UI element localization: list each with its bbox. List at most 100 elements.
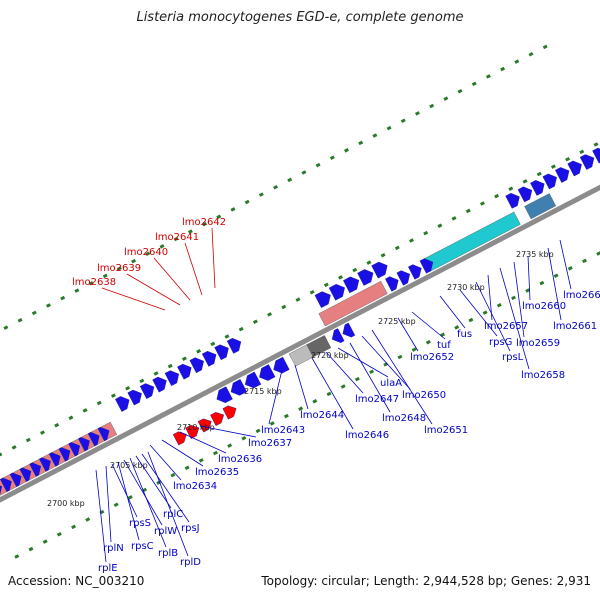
tick-mark <box>283 413 289 419</box>
gene-label: lmo2634 <box>173 481 217 492</box>
gene-arrow <box>226 337 242 354</box>
gene-label: rpsJ <box>181 523 200 534</box>
tick-mark <box>267 312 273 317</box>
leader-line <box>268 369 283 425</box>
highlight-gene-arrow <box>210 412 225 426</box>
tick-mark <box>423 230 429 236</box>
gene-arrow <box>371 261 388 279</box>
gene-arrow <box>530 180 545 196</box>
tick-mark <box>508 186 514 192</box>
gene-arrow-reverse <box>331 328 345 343</box>
tick-mark <box>579 149 585 155</box>
gene-arrow <box>579 154 595 170</box>
leader-line <box>361 335 411 390</box>
gene-arrow-reverse <box>244 371 262 389</box>
tick-mark <box>241 435 247 441</box>
tick-mark <box>113 502 119 507</box>
tick-mark <box>181 356 187 361</box>
gene-arrow <box>328 283 345 301</box>
leader-line-highlight <box>184 242 203 296</box>
scale-labels: 2700 kbp 2705 kbp 2710 kbp 2715 kbp 2720 kbp… <box>47 250 554 508</box>
leader-line <box>129 457 167 548</box>
gene-label: rplN <box>103 543 124 554</box>
gene-arrow <box>9 472 22 487</box>
tick-mark <box>386 125 392 131</box>
tick-mark <box>153 371 159 376</box>
tick-mark <box>414 111 420 116</box>
gene-arrow <box>39 457 51 472</box>
tick-mark <box>451 216 457 221</box>
gene-arrow <box>19 467 32 482</box>
leader-line <box>397 317 419 352</box>
tick-mark <box>500 66 506 72</box>
gene-arrow <box>139 383 155 399</box>
gene-arrow <box>314 291 331 308</box>
gene-arrow <box>385 276 399 292</box>
leader-line <box>459 289 498 337</box>
gene-arrow <box>0 485 3 495</box>
tick-mark <box>528 52 534 57</box>
leader-line-highlight <box>101 287 166 311</box>
gene-arrow <box>396 270 411 286</box>
gene-label: rplB <box>158 548 178 559</box>
highlight-gene-arrow <box>197 418 212 433</box>
gene-label: lmo2647 <box>355 394 399 405</box>
tick-mark <box>56 532 62 537</box>
tick-mark <box>380 253 386 258</box>
tick-mark <box>301 170 307 175</box>
leader-line <box>123 459 163 526</box>
leader-line <box>117 461 140 541</box>
gene-arrow-reverse <box>342 322 356 338</box>
gene-label: tuf <box>437 340 451 351</box>
scale-label: 2720 kbp <box>311 351 349 360</box>
gene-label: rpsG <box>489 337 512 348</box>
tick-mark <box>550 164 556 169</box>
gene-label: lmo2651 <box>424 425 468 436</box>
tick-mark <box>82 408 88 413</box>
tick-mark <box>522 179 528 184</box>
gene-arrow <box>419 258 434 274</box>
tick-mark <box>494 193 500 199</box>
gene-arrow <box>542 173 557 190</box>
gene-arrow <box>343 276 360 294</box>
leader-line <box>439 295 466 329</box>
tick-mark <box>85 517 91 522</box>
tick-mark <box>14 554 20 559</box>
tick-mark <box>344 148 349 153</box>
tick-mark <box>60 295 66 301</box>
tick-mark <box>471 81 477 87</box>
tick-mark <box>213 450 218 456</box>
gene-label: lmo2643 <box>261 425 305 436</box>
accession-text: Accession: NC_003210 <box>8 574 145 588</box>
gene-label-highlight: lmo2638 <box>72 277 116 288</box>
tick-mark <box>196 349 202 354</box>
gene-arrow <box>48 452 61 467</box>
scale-label: 2725 kbp <box>378 317 416 326</box>
gene-label: lmo2661 <box>553 321 597 332</box>
tick-mark <box>553 273 559 278</box>
highlight-gene-arrow <box>172 431 187 446</box>
leader-line <box>311 357 354 430</box>
gene-label: lmo2637 <box>248 438 292 449</box>
tick-mark <box>565 156 571 162</box>
gene-label: rplD <box>180 557 201 568</box>
tick-mark <box>482 310 488 315</box>
gene-arrow <box>517 186 533 203</box>
gene-label: fus <box>457 329 472 340</box>
gene-label: lmo2658 <box>521 370 565 381</box>
leader-line <box>135 455 172 509</box>
leader-line <box>547 247 562 321</box>
tick-mark <box>139 378 145 384</box>
tick-mark <box>88 281 94 286</box>
leader-line <box>371 329 433 425</box>
tick-mark <box>340 384 346 389</box>
tick-mark <box>198 458 204 463</box>
tick-mark <box>227 443 233 448</box>
leader-line <box>337 347 389 378</box>
gene-label-highlight: lmo2639 <box>97 263 141 274</box>
leader-line <box>475 281 511 352</box>
label-leaders <box>95 227 572 563</box>
tick-mark <box>366 260 372 265</box>
trna-block <box>524 193 557 220</box>
